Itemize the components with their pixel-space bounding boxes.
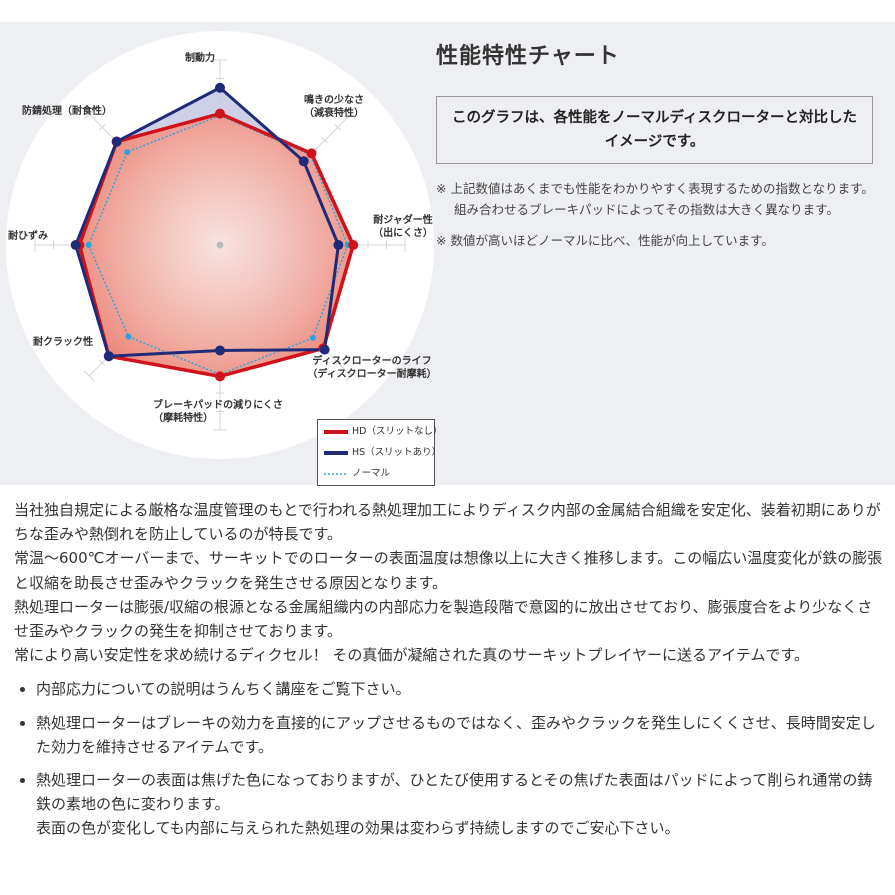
normal-point	[85, 242, 92, 248]
hs-point	[103, 351, 114, 362]
list-item-text: 熱処理ローターの表面は焦げた色になっておりますが、ひとたび使用するとその焦げた表…	[36, 771, 873, 814]
paragraph: 常により高い安定性を求め続けるディクセル！ その真価が凝縮された真のサーキットプ…	[14, 646, 809, 665]
list-item-text: 表面の色が変化しても内部に与えられた熱処理の効果は変わらず持続しますのでご安心下…	[36, 819, 680, 838]
hs-point	[111, 136, 122, 147]
legend-swatch-hd	[324, 430, 348, 434]
normal-point	[124, 149, 131, 156]
note-1: ※ 上記数値はあくまでも性能をわかりやすく表現するための指数となります。組み合わ…	[436, 181, 874, 217]
axis-tick	[334, 359, 341, 366]
list-item: 熱処理ローターの表面は焦げた色になっておりますが、ひとたび使用するとその焦げた表…	[36, 768, 884, 841]
axis-tick	[83, 370, 95, 382]
axis-tick	[345, 370, 357, 382]
chart-marks	[70, 82, 359, 382]
axis-label-line: 耐ジャダー性	[373, 215, 433, 226]
legend-label: HD（スリットなし）	[352, 426, 443, 437]
axis-label-line: （出にくさ）	[373, 228, 433, 239]
axis-label-rotor-life: ディスクローターのライフ （ディスクローター耐摩耗）	[307, 355, 436, 381]
normal-line	[87, 114, 349, 376]
legend-swatch-normal	[324, 473, 348, 475]
axis-tick	[99, 359, 106, 366]
legend-item-hs: HS（スリットあり）	[324, 447, 441, 459]
paragraph: 当社独自規定による厳格な温度管理のもとで行われる熱処理加工によりディスク内部の金…	[14, 501, 881, 544]
axis-label-line: ブレーキパッドの減りにくさ	[153, 400, 283, 411]
axis-label-line: 鳴きの少なさ	[304, 95, 364, 106]
hd-point	[348, 240, 359, 250]
axis-label-line: （摩耗特性）	[153, 413, 214, 424]
axis-label-rust: 防錆処理（耐食性）	[22, 106, 112, 117]
hd-point	[215, 371, 225, 382]
hd-point	[306, 148, 317, 159]
axis-label-pad-wear: ブレーキパッドの減りにくさ （摩耗特性）	[153, 399, 283, 425]
axis-tick	[334, 124, 341, 131]
legend-label: ノーマル	[352, 468, 391, 479]
hs-point	[319, 344, 330, 355]
normal-point	[309, 334, 316, 341]
axis-tick	[83, 108, 95, 120]
hs-point	[333, 240, 344, 250]
chart-description: 性能特性チャート このグラフは、各性能をノーマルディスクローターと対比したイメー…	[436, 42, 886, 251]
radar-chart	[6, 31, 434, 459]
axis-label-noise: 鳴きの少なさ （減衰特性）	[304, 94, 364, 120]
legend-item-normal: ノーマル	[324, 468, 390, 480]
normal-point	[125, 333, 132, 340]
list-item: 内部応力についての説明はうんちく講座をご覧下さい。	[36, 677, 884, 701]
legend-item-hd: HD（スリットなし）	[324, 426, 442, 438]
axis-tick	[99, 124, 106, 131]
description-body: 当社独自規定による厳格な温度管理のもとで行われる熱処理加工によりディスク内部の金…	[14, 498, 884, 850]
axis-label-line: （減衰特性）	[304, 108, 364, 119]
axis-label-judder: 耐ジャダー性 （出にくさ）	[373, 214, 433, 240]
description-box: このグラフは、各性能をノーマルディスクローターと対比したイメージです。	[436, 96, 873, 164]
legend-label: HS（スリットあり）	[352, 447, 442, 458]
chart-legend: HD（スリットなし） HS（スリットあり） ノーマル	[317, 419, 442, 486]
axis-tick	[321, 137, 328, 144]
axis-label-line: （ディスクローター耐摩耗）	[307, 369, 437, 380]
hs-point	[70, 240, 81, 250]
hd-area	[79, 113, 354, 377]
note-2: ※ 数値が高いほどノーマルに比べ、性能が向上しています。	[436, 233, 774, 248]
hs-point	[215, 345, 225, 356]
description-text: このグラフは、各性能をノーマルディスクローターと対比したイメージです。	[452, 110, 857, 150]
hs-point	[215, 82, 225, 93]
axis-label-braking: 制動力	[185, 53, 215, 64]
paragraph: 常温～600℃オーバーまで、サーキットでのローターの表面温度は想像以上に大きく推…	[14, 549, 883, 592]
axis-tick	[345, 108, 357, 120]
paragraph: 熱処理ローターは膨張/収縮の根源となる金属組織内の内部応力を製造段階で意図的に放…	[14, 597, 873, 641]
bullet-list: 内部応力についての説明はうんちく講座をご覧下さい。 熱処理ローターはブレーキの効…	[14, 677, 884, 840]
axis-label-crack: 耐クラック性	[33, 337, 93, 348]
hs-point	[298, 156, 309, 167]
axis-label-distortion: 耐ひずみ	[8, 231, 48, 242]
chart-panel: 制動力 鳴きの少なさ （減衰特性） 防錆処理（耐食性） 耐ジャダー性 （出にくさ） …	[0, 22, 895, 486]
list-item: 熱処理ローターはブレーキの効力を直接的にアップさせるものではなく、歪みやクラック…	[36, 711, 884, 759]
hd-point	[215, 108, 225, 119]
legend-swatch-hs	[324, 451, 348, 455]
page-title: 性能特性チャート	[436, 44, 620, 69]
axis-label-line: ディスクローターのライフ	[312, 356, 432, 367]
center-point	[216, 241, 224, 249]
